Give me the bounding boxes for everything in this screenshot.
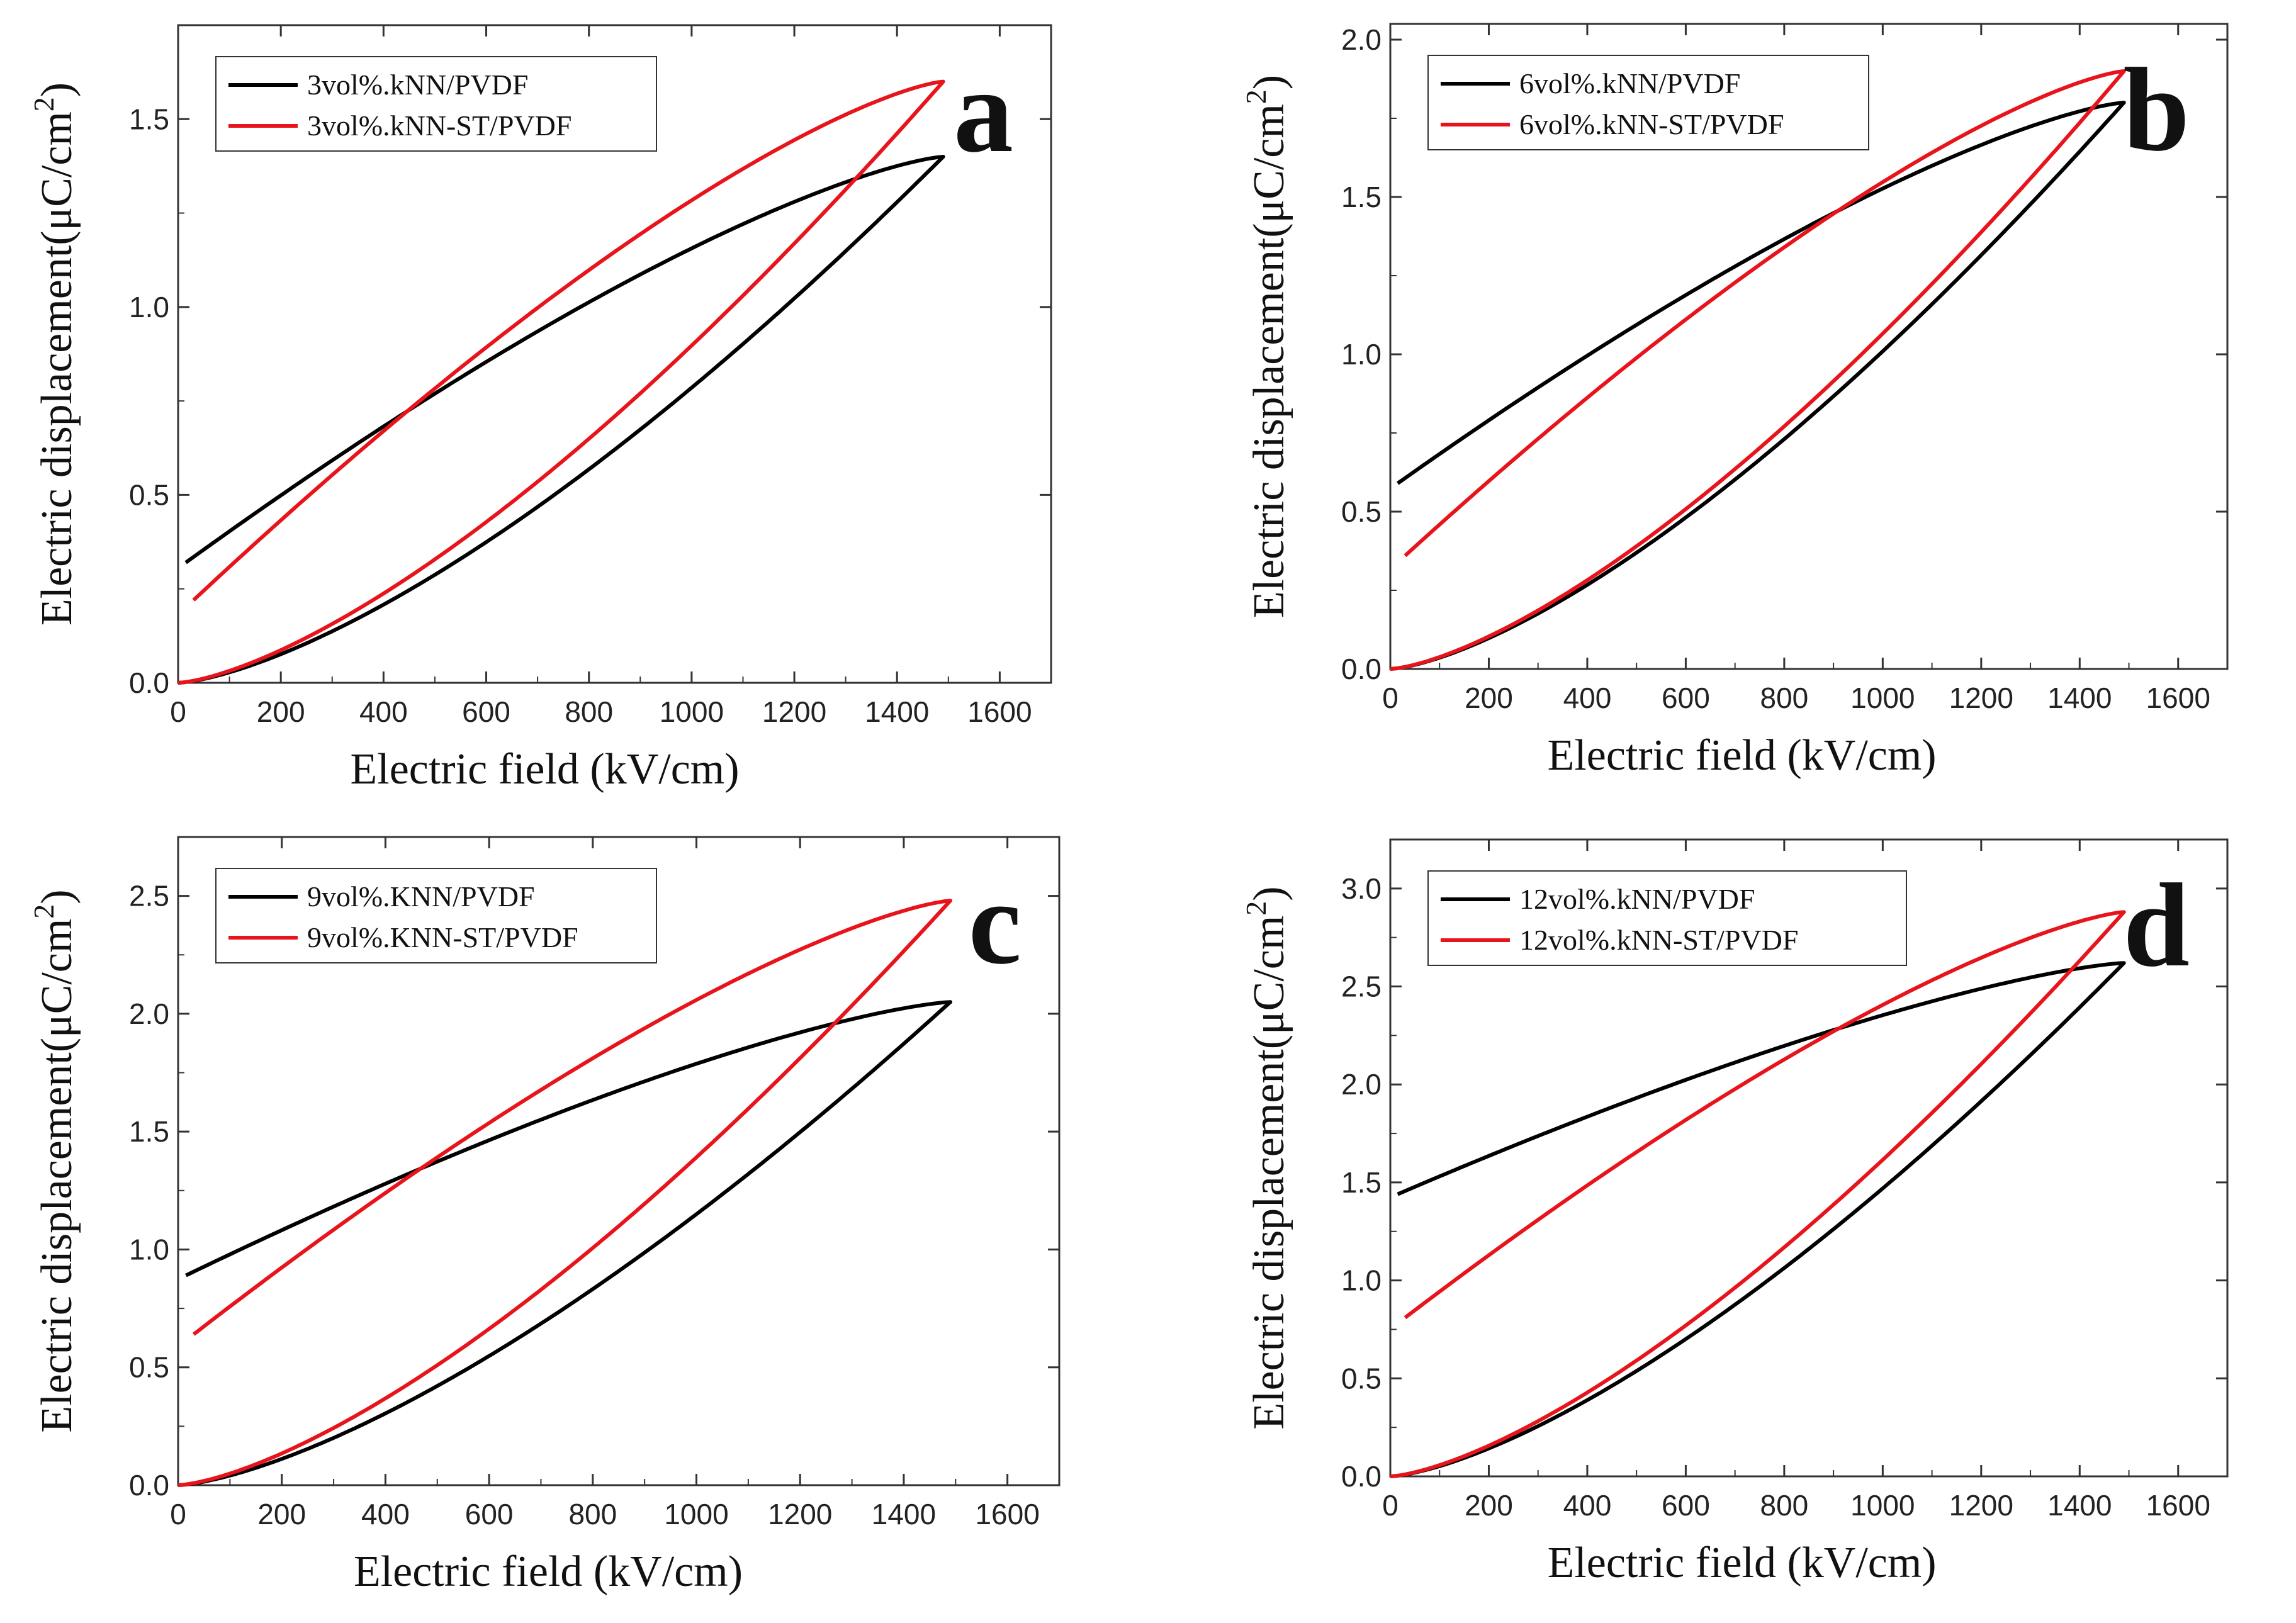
y-tick-label: 2.0 [1341, 1068, 1382, 1101]
x-tick-label: 1400 [872, 1498, 936, 1530]
y-tick-label: 0.5 [129, 1351, 169, 1384]
series-line-black [1390, 101, 2126, 671]
y-tick-label: 0.5 [1341, 495, 1382, 528]
x-axis-title: Electric field (kV/cm) [1548, 1539, 1937, 1587]
y-axis-title: Electric displacement(μC/cm2) [28, 889, 81, 1432]
chart-panel-b: 0 200 400 600 800 1000 1200 1400 1600 0.0 0.5 1.0 1.… [1240, 23, 2229, 780]
plot-frame [177, 24, 1052, 684]
x-tick-label: 400 [1563, 1489, 1612, 1522]
legend-label: 6vol%.kNN/PVDF [1519, 67, 1740, 99]
x-tick-label: 800 [568, 1498, 617, 1530]
chart-panel-d: 0 200 400 600 800 1000 1200 1400 1600 0.0 0.5 1.0 1.… [1240, 838, 2229, 1587]
series-line-red [1390, 910, 2126, 1478]
x-tick-label: 1000 [1850, 1489, 1915, 1522]
y-axis-title: Electric displacement(μC/cm2) [1240, 886, 1293, 1429]
y-tick-label: 0.5 [129, 478, 169, 511]
x-tick-label: 1600 [2146, 682, 2210, 714]
x-tick-label: 200 [1465, 682, 1513, 714]
series-line-red [1390, 69, 2126, 671]
x-tick-label: 1200 [1949, 682, 2013, 714]
y-tick-label: 0.0 [129, 1469, 169, 1502]
legend-label: 12vol%.kNN/PVDF [1519, 883, 1755, 915]
y-tick-label: 3.0 [1341, 872, 1382, 905]
y-tick-label: 2.0 [129, 997, 169, 1030]
legend-label: 3vol%.kNN/PVDF [307, 69, 528, 101]
x-tick-label: 0 [1382, 1489, 1398, 1522]
plot-frame [177, 836, 1061, 1486]
x-tick-label: 1000 [664, 1498, 728, 1530]
y-tick-label: 1.5 [129, 1115, 169, 1148]
y-tick-label: 1.0 [1341, 1264, 1382, 1297]
x-tick-label: 400 [1563, 682, 1612, 714]
x-tick-label: 800 [1760, 1489, 1809, 1522]
y-tick-label: 0.0 [129, 666, 169, 699]
y-axis-title: Electric displacement(μC/cm2) [1240, 75, 1293, 618]
y-tick-label: 1.0 [129, 291, 169, 323]
x-tick-label: 800 [565, 695, 613, 728]
chart-panel-a: 0 200 400 600 800 1000 1200 1400 1600 0.0 0.5 1.0 1.… [28, 24, 1052, 794]
legend-box [215, 868, 657, 963]
x-tick-label: 1000 [660, 695, 724, 728]
x-tick-label: 1400 [2047, 1489, 2112, 1522]
x-tick-label: 1400 [2047, 682, 2112, 714]
legend-label: 3vol%.kNN-ST/PVDF [307, 110, 571, 142]
x-tick-label: 400 [359, 695, 408, 728]
x-tick-label: 1400 [865, 695, 929, 728]
plot-frame [1389, 23, 2229, 670]
x-tick-label: 1200 [768, 1498, 832, 1530]
x-tick-label: 1200 [1949, 1489, 2013, 1522]
x-tick-label: 0 [1382, 682, 1398, 714]
y-tick-label: 0.5 [1341, 1362, 1382, 1395]
x-tick-label: 600 [1662, 1489, 1710, 1522]
x-tick-label: 200 [257, 695, 305, 728]
x-axis-title: Electric field (kV/cm) [351, 745, 740, 794]
y-tick-label: 1.5 [1341, 181, 1382, 213]
x-tick-label: 600 [465, 1498, 514, 1530]
x-axis-title: Electric field (kV/cm) [354, 1547, 743, 1596]
chart-panel-c: 0 200 400 600 800 1000 1200 1400 1600 0.0 0.5 1.0 1.… [28, 836, 1061, 1596]
x-tick-label: 200 [1465, 1489, 1513, 1522]
x-tick-label: 1000 [1850, 682, 1915, 714]
x-tick-label: 400 [361, 1498, 410, 1530]
legend-box [215, 56, 657, 152]
y-tick-label: 0.0 [1341, 1460, 1382, 1493]
y-tick-label: 2.5 [1341, 970, 1382, 1003]
x-tick-label: 800 [1760, 682, 1809, 714]
x-tick-label: 0 [170, 695, 186, 728]
x-axis-title: Electric field (kV/cm) [1548, 731, 1937, 780]
x-tick-label: 200 [257, 1498, 306, 1530]
x-tick-label: 1600 [2146, 1489, 2210, 1522]
series-line-black [177, 155, 945, 685]
x-tick-label: 600 [462, 695, 510, 728]
panel-letter: a [954, 45, 1013, 177]
y-tick-label: 1.0 [129, 1233, 169, 1266]
y-tick-label: 1.5 [1341, 1166, 1382, 1199]
legend-box [1427, 870, 1907, 966]
series-line-black [177, 1000, 953, 1487]
legend-label: 9vol%.KNN-ST/PVDF [307, 921, 578, 953]
y-tick-label: 0.0 [1341, 653, 1382, 685]
x-tick-label: 1200 [762, 695, 826, 728]
panel-letter: b [2123, 44, 2190, 176]
series-line-red [177, 899, 953, 1487]
x-tick-label: 1600 [967, 695, 1032, 728]
plot-frame [1389, 838, 2229, 1478]
x-tick-label: 1600 [975, 1498, 1039, 1530]
legend-label: 12vol%.kNN-ST/PVDF [1519, 924, 1798, 956]
y-tick-label: 1.0 [1341, 338, 1382, 371]
legend-label: 9vol%.KNN/PVDF [307, 880, 535, 913]
y-tick-label: 2.0 [1341, 23, 1382, 56]
x-tick-label: 0 [170, 1498, 186, 1530]
panel-letter: c [969, 857, 1021, 989]
panel-letter: d [2123, 860, 2190, 992]
y-tick-label: 1.5 [129, 103, 169, 135]
series-line-black [1390, 961, 2126, 1478]
series-line-red [177, 79, 945, 685]
legend-box [1427, 55, 1869, 150]
y-axis-title: Electric displacement(μC/cm2) [28, 82, 81, 626]
legend-label: 6vol%.kNN-ST/PVDF [1519, 108, 1784, 140]
x-tick-label: 600 [1662, 682, 1710, 714]
y-tick-label: 2.5 [129, 880, 169, 913]
